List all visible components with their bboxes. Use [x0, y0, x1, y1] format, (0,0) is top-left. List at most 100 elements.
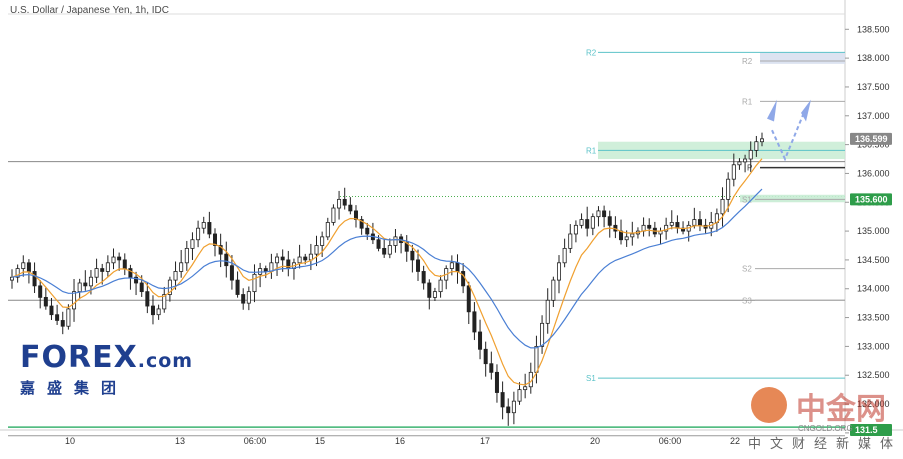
candle-body	[568, 233, 573, 249]
x-tick-label: 15	[315, 436, 325, 446]
candle-body	[365, 227, 370, 235]
pivot-label-r2: R2	[586, 48, 597, 57]
candle-body	[83, 282, 88, 287]
pivot-label-s1: S1	[742, 195, 752, 204]
candle-body	[331, 207, 336, 223]
candle-body	[224, 253, 229, 267]
candle-body	[156, 308, 161, 316]
candle-body	[342, 198, 347, 206]
candle-body	[500, 392, 505, 408]
logo-main-text: FOREX	[20, 340, 138, 375]
x-tick-label: 06:00	[659, 436, 682, 446]
candle-body	[494, 371, 499, 393]
marked-price-tag-bg	[850, 193, 892, 206]
candle-body	[213, 233, 218, 246]
candle-body	[449, 262, 454, 269]
candle-body	[297, 256, 302, 264]
candle-body	[218, 245, 223, 255]
candle-body	[38, 285, 43, 298]
candle-body	[489, 363, 494, 373]
candle-body	[590, 216, 595, 229]
y-tick-label: 137.000	[857, 111, 890, 121]
forex-logo: FOREX.com 嘉盛集团	[20, 340, 193, 398]
slow-ma-line	[11, 188, 763, 349]
candle-body	[376, 239, 381, 249]
candle-body	[60, 320, 65, 327]
candle-body	[382, 247, 387, 255]
candle-body	[353, 210, 358, 220]
candle-body	[726, 178, 731, 200]
candle-body	[562, 247, 567, 264]
y-tick-label: 138.000	[857, 53, 890, 63]
candle-body	[26, 262, 31, 272]
y-tick-label: 133.500	[857, 313, 890, 323]
candle-body	[731, 164, 736, 180]
x-tick-label: 06:00	[244, 436, 267, 446]
candle-body	[117, 256, 122, 261]
candle-body	[585, 219, 590, 229]
candle-body	[275, 256, 280, 264]
pivot-label-s2: S2	[742, 265, 752, 274]
candle-body	[432, 291, 437, 298]
watermark-title: 中金网	[796, 392, 886, 427]
candle-body	[308, 253, 313, 261]
pivot-label-r1: R1	[586, 146, 597, 155]
candle-body	[235, 279, 240, 295]
candle-body	[66, 308, 71, 327]
blue-zone	[760, 52, 845, 64]
pivot-label-s1: S1	[586, 374, 596, 383]
candle-body	[337, 198, 342, 209]
candle-body	[9, 276, 14, 281]
candle-body	[754, 141, 759, 151]
candle-body	[303, 256, 308, 261]
candle-body	[105, 262, 110, 272]
green-zone-small	[740, 194, 845, 203]
candle-body	[325, 222, 330, 238]
pivot-label-s3: S3	[742, 296, 752, 305]
y-tick-label: 138.500	[857, 24, 890, 34]
candle-body	[523, 386, 528, 391]
candle-body	[32, 271, 37, 287]
candle-body	[77, 282, 82, 293]
y-tick-label: 132.500	[857, 370, 890, 380]
projection-arrow-icon	[767, 99, 777, 122]
pivot-label-p: P	[747, 164, 752, 173]
candle-body	[263, 268, 268, 272]
candle-body	[466, 285, 471, 313]
candle-body	[43, 296, 48, 307]
candle-body	[201, 222, 206, 229]
candle-body	[602, 210, 607, 218]
candle-body	[720, 198, 725, 215]
candle-body	[184, 247, 189, 264]
candle-body	[393, 236, 398, 246]
candle-body	[100, 268, 105, 272]
candle-body	[21, 262, 26, 269]
y-tick-label: 132.000	[857, 399, 890, 409]
candle-body	[472, 311, 477, 333]
candle-body	[511, 400, 516, 414]
candle-body	[150, 305, 155, 316]
candle-body	[461, 271, 466, 287]
candle-body	[483, 348, 488, 365]
candle-body	[551, 279, 556, 301]
candle-body	[743, 158, 748, 163]
projection-arrow-icon	[801, 99, 811, 122]
candle-body	[556, 262, 561, 281]
candle-body	[111, 256, 116, 264]
watermark-circle-icon	[751, 387, 787, 423]
y-tick-label: 134.000	[857, 284, 890, 294]
marked-price-tag: 135.600	[855, 194, 888, 204]
x-tick-label: 10	[65, 436, 75, 446]
candle-body	[624, 236, 629, 241]
candle-body	[545, 299, 550, 324]
candle-body	[387, 245, 392, 255]
x-tick-label: 17	[480, 436, 490, 446]
candle-body	[359, 219, 364, 229]
candle-body	[280, 256, 285, 261]
candle-body	[145, 291, 150, 307]
candle-body	[49, 305, 54, 316]
candle-body	[737, 161, 742, 166]
candle-body	[760, 138, 765, 143]
candle-body	[72, 291, 77, 310]
